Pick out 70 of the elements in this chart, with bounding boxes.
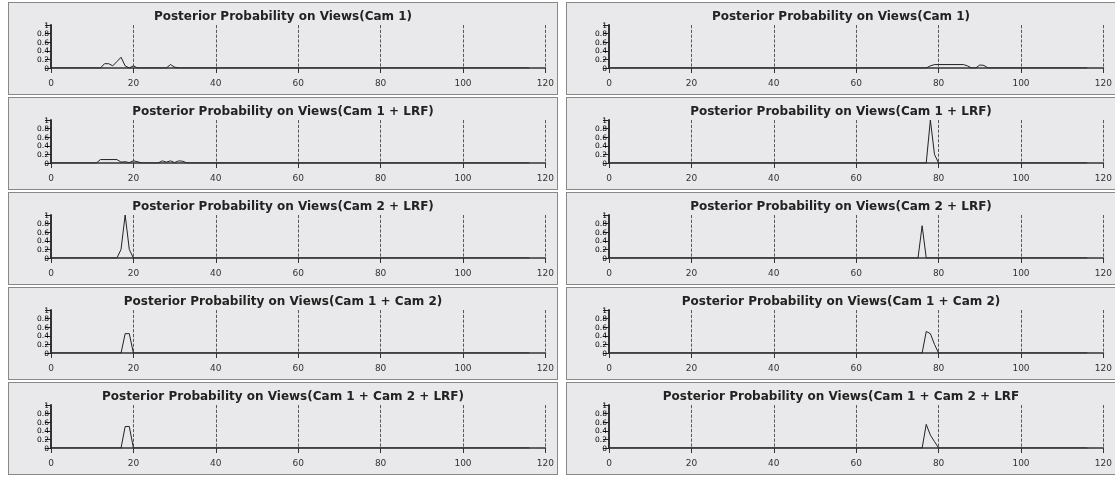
x-tick-label: 100 [454, 362, 472, 373]
chart-title: Posterior Probability on Views(Cam 1 + Cam 2 + LRF) [101, 389, 465, 403]
x-tick-label: 60 [292, 77, 305, 88]
x-tick-label: 120 [536, 267, 555, 278]
chart-title: Posterior Probability on Views(Cam 1) [153, 9, 413, 23]
chart-title: Posterior Probability on Views(Cam 1 + Cam 2 + LRF [662, 389, 1020, 403]
x-tick-label: 60 [292, 362, 305, 373]
x-tick-label: 100 [1012, 267, 1030, 278]
x-tick-label: 60 [850, 172, 863, 183]
chart-title: Posterior Probability on Views(Cam 2 + LRF) [132, 199, 434, 213]
x-tick-label: 100 [1012, 172, 1030, 183]
x-tick-label: 120 [1094, 172, 1113, 183]
x-tick-label: 80 [932, 172, 945, 183]
x-tick-label: 80 [374, 172, 387, 183]
x-tick-label: 120 [536, 362, 555, 373]
x-tick-label: 40 [768, 267, 780, 278]
x-tick-label: 120 [1094, 267, 1113, 278]
x-tick-label: 20 [127, 457, 140, 468]
x-tick-label: 60 [850, 362, 863, 373]
x-tick-label: 20 [685, 77, 698, 88]
x-tick-label: 100 [454, 77, 472, 88]
x-tick-label: 100 [1012, 77, 1030, 88]
chart-title: Posterior Probability on Views(Cam 1 + LRF) [132, 104, 434, 118]
x-tick-label: 60 [292, 267, 305, 278]
x-tick-label: 20 [127, 172, 140, 183]
x-tick-label: 60 [292, 457, 305, 468]
x-tick-label: 40 [210, 77, 222, 88]
x-tick-label: 40 [210, 267, 222, 278]
x-tick-label: 40 [210, 457, 222, 468]
x-tick-label: 120 [1094, 457, 1113, 468]
x-tick-label: 20 [127, 77, 140, 88]
x-tick-label: 100 [1012, 362, 1030, 373]
x-tick-label: 40 [210, 172, 222, 183]
x-tick-label: 60 [850, 457, 863, 468]
chart-title: Posterior Probability on Views(Cam 1) [711, 9, 971, 23]
x-tick-label: 20 [127, 267, 140, 278]
x-tick-label: 60 [850, 77, 863, 88]
x-tick-label: 120 [1094, 77, 1113, 88]
x-tick-label: 20 [127, 362, 140, 373]
x-tick-label: 100 [1012, 457, 1030, 468]
x-tick-label: 100 [454, 172, 472, 183]
x-tick-label: 20 [685, 267, 698, 278]
x-tick-label: 120 [536, 77, 555, 88]
x-tick-label: 40 [768, 172, 780, 183]
x-tick-label: 20 [685, 172, 698, 183]
x-tick-label: 80 [932, 77, 945, 88]
chart-title: Posterior Probability on Views(Cam 1 + Cam 2) [123, 294, 443, 308]
x-tick-label: 40 [768, 362, 780, 373]
x-tick-label: 100 [454, 267, 472, 278]
x-tick-label: 20 [685, 457, 698, 468]
x-tick-label: 80 [374, 362, 387, 373]
x-tick-label: 80 [374, 77, 387, 88]
x-tick-label: 80 [374, 267, 387, 278]
x-tick-label: 120 [536, 457, 555, 468]
x-tick-label: 120 [1094, 362, 1113, 373]
chart-title: Posterior Probability on Views(Cam 2 + LRF) [690, 199, 992, 213]
chart-title: Posterior Probability on Views(Cam 1 + Cam 2) [681, 294, 1001, 308]
x-tick-label: 80 [374, 457, 387, 468]
x-tick-label: 40 [768, 457, 780, 468]
x-tick-label: 40 [768, 77, 780, 88]
x-tick-label: 80 [932, 362, 945, 373]
x-tick-label: 80 [932, 267, 945, 278]
x-tick-label: 60 [292, 172, 305, 183]
chart-title: Posterior Probability on Views(Cam 1 + LRF) [690, 104, 992, 118]
x-tick-label: 60 [850, 267, 863, 278]
x-tick-label: 20 [685, 362, 698, 373]
x-tick-label: 80 [932, 457, 945, 468]
x-tick-label: 120 [536, 172, 555, 183]
x-tick-label: 100 [454, 457, 472, 468]
x-tick-label: 40 [210, 362, 222, 373]
